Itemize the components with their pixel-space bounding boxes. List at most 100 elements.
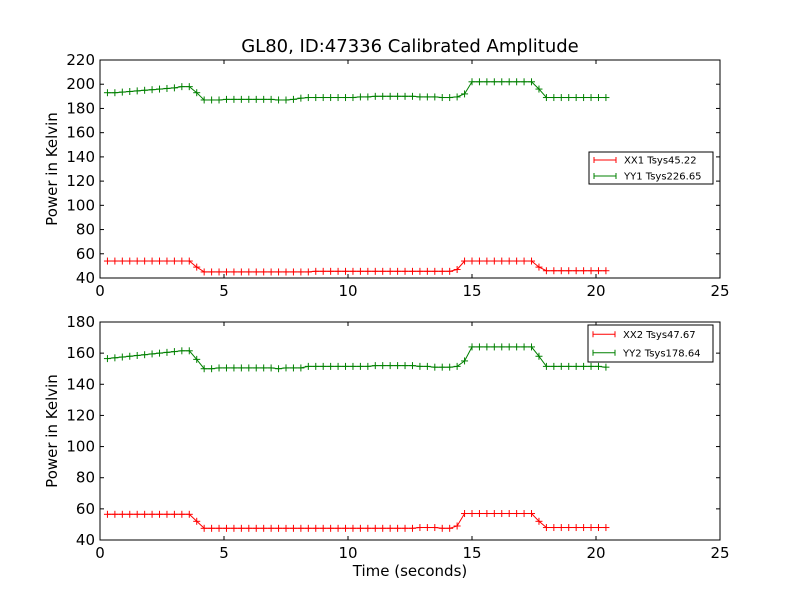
data-point	[572, 524, 580, 532]
x-tick-label: 0	[95, 544, 105, 562]
data-point	[349, 94, 357, 102]
data-point	[498, 510, 506, 518]
data-point	[453, 522, 461, 530]
data-point	[282, 96, 290, 104]
data-point	[475, 510, 483, 518]
data-point	[289, 364, 297, 372]
data-point	[475, 343, 483, 351]
data-point	[163, 84, 171, 92]
data-point	[312, 362, 320, 370]
data-point	[401, 92, 409, 100]
data-point	[394, 362, 402, 370]
y-tick-label: 60	[76, 245, 95, 263]
data-point	[178, 347, 186, 355]
data-point	[133, 351, 141, 359]
data-point	[260, 364, 268, 372]
data-point	[461, 357, 469, 365]
data-point	[356, 267, 364, 275]
y-tick-label: 60	[76, 500, 95, 518]
data-point	[349, 362, 357, 370]
data-point	[327, 362, 335, 370]
data-point	[550, 362, 558, 370]
data-point	[513, 78, 521, 86]
data-point	[379, 267, 387, 275]
data-point	[364, 524, 372, 532]
data-point	[490, 78, 498, 86]
data-point	[587, 267, 595, 275]
data-point	[185, 83, 193, 91]
data-point	[602, 94, 610, 102]
data-point	[594, 94, 602, 102]
data-point	[312, 267, 320, 275]
data-point	[572, 94, 580, 102]
data-point	[394, 267, 402, 275]
legend-label: XX2 Tsys47.67	[623, 330, 696, 341]
data-point	[342, 362, 350, 370]
legend-item: XX2 Tsys47.67	[592, 330, 696, 341]
data-point	[520, 78, 528, 86]
data-point	[505, 343, 513, 351]
data-point	[126, 87, 134, 95]
data-point	[438, 94, 446, 102]
data-point	[468, 78, 476, 86]
data-point	[490, 257, 498, 265]
data-point	[423, 524, 431, 532]
data-point	[356, 524, 364, 532]
data-point	[438, 267, 446, 275]
data-point	[222, 268, 230, 276]
y-tick-label: 120	[66, 406, 95, 424]
data-point	[126, 257, 134, 265]
data-point	[111, 89, 119, 97]
data-point	[356, 93, 364, 101]
data-point	[126, 352, 134, 360]
data-point	[237, 268, 245, 276]
data-point	[535, 263, 543, 271]
data-point	[133, 510, 141, 518]
data-point	[208, 268, 216, 276]
data-point	[505, 257, 513, 265]
data-point	[386, 92, 394, 100]
data-point	[222, 524, 230, 532]
series-1	[103, 510, 610, 532]
data-point	[342, 94, 350, 102]
data-point	[401, 524, 409, 532]
data-point	[319, 362, 327, 370]
data-point	[163, 510, 171, 518]
y-tick-label: 180	[66, 313, 95, 331]
data-point	[319, 267, 327, 275]
data-point	[178, 257, 186, 265]
data-point	[334, 362, 342, 370]
x-tick-label: 0	[95, 282, 105, 300]
legend-item: YY1 Tsys226.65	[593, 172, 702, 183]
y-tick-label: 140	[66, 375, 95, 393]
data-point	[141, 510, 149, 518]
data-point	[453, 362, 461, 370]
data-point	[222, 364, 230, 372]
data-point	[431, 363, 439, 371]
data-point	[371, 524, 379, 532]
data-point	[215, 364, 223, 372]
data-point	[118, 257, 126, 265]
y-axis-label: Power in Kelvin	[43, 112, 61, 226]
x-tick-label: 5	[219, 544, 229, 562]
data-point	[200, 365, 208, 373]
data-point	[446, 363, 454, 371]
data-point	[386, 524, 394, 532]
data-point	[103, 257, 111, 265]
data-point	[222, 95, 230, 103]
data-point	[230, 95, 238, 103]
data-point	[408, 267, 416, 275]
data-point	[148, 510, 156, 518]
data-point	[550, 524, 558, 532]
y-axis-label: Power in Kelvin	[43, 374, 61, 488]
data-point	[587, 524, 595, 532]
y-tick-label: 80	[76, 469, 95, 487]
y-tick-label: 80	[76, 221, 95, 239]
data-point	[275, 365, 283, 373]
x-tick-label: 15	[462, 282, 481, 300]
data-point	[580, 524, 588, 532]
data-point	[230, 364, 238, 372]
data-point	[304, 268, 312, 276]
data-point	[475, 78, 483, 86]
